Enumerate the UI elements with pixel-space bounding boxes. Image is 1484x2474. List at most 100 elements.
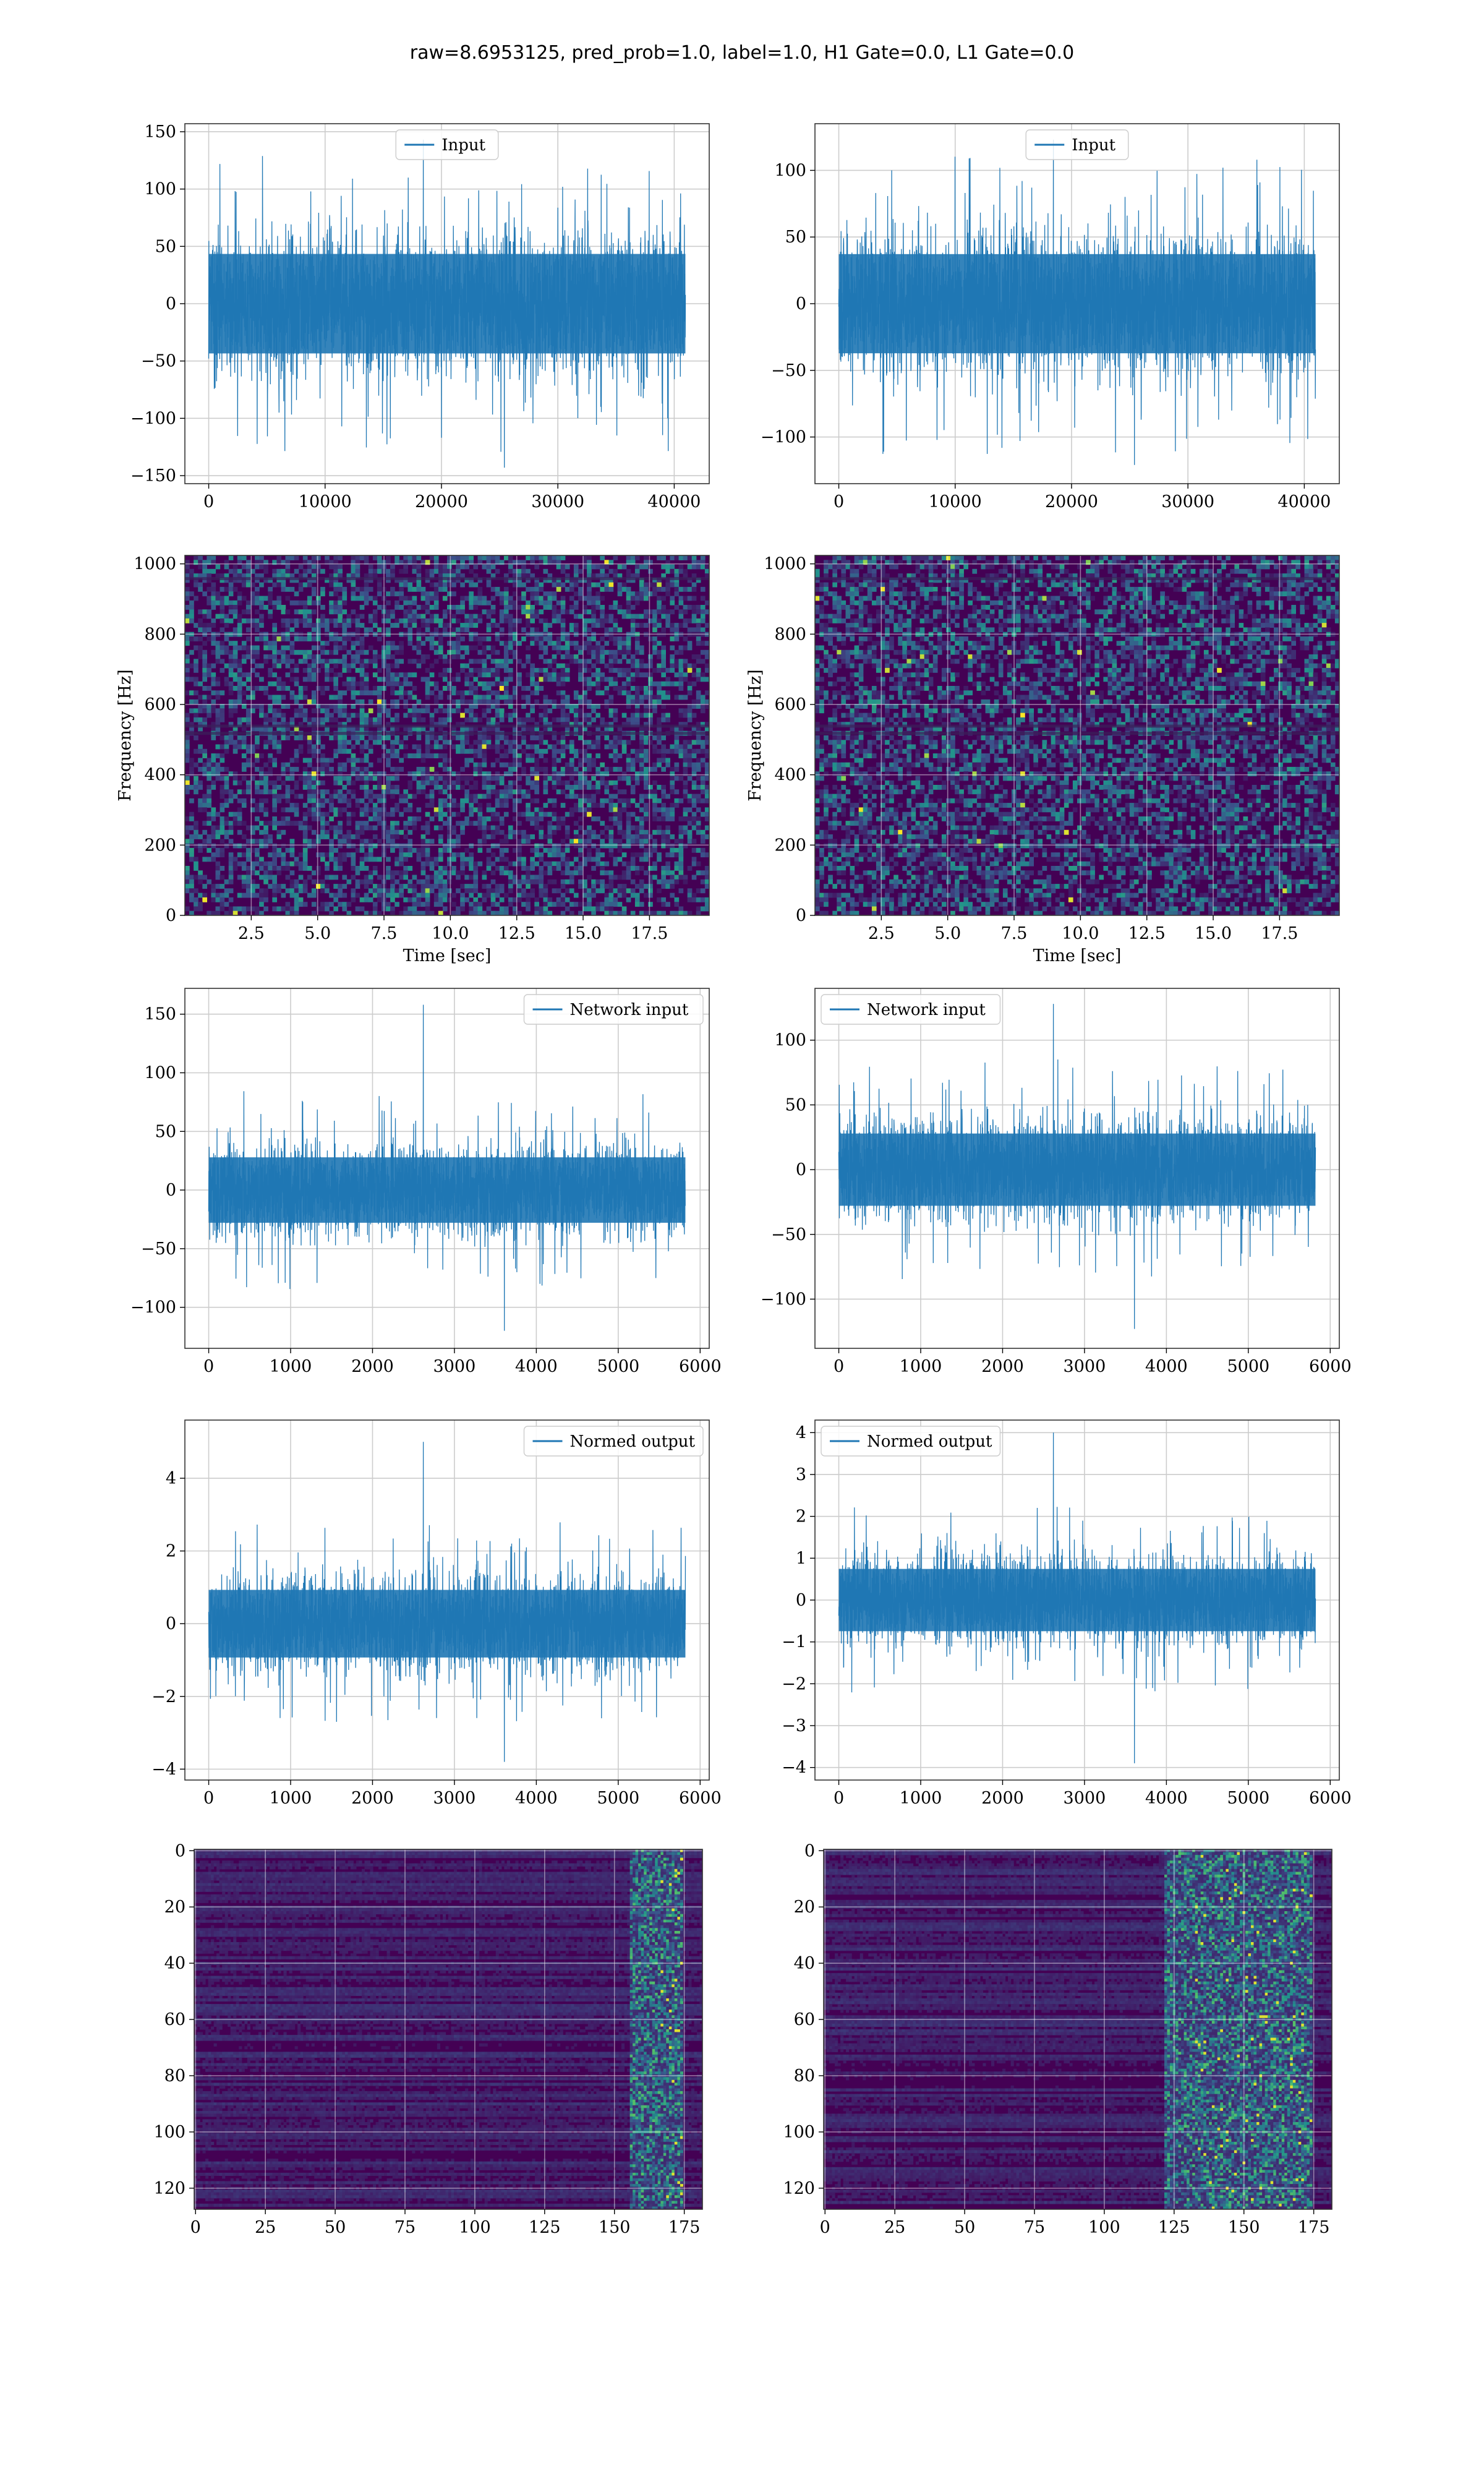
y-tick-label: −4 xyxy=(151,1760,176,1779)
y-tick-label: 4 xyxy=(796,1423,806,1442)
plot-area xyxy=(815,1420,1339,1780)
x-tick-label: 150 xyxy=(1228,2218,1260,2237)
y-tick-label: 600 xyxy=(774,695,806,714)
x-tick-label: 2000 xyxy=(981,1357,1024,1376)
x-tick-label: 3000 xyxy=(433,1789,476,1808)
y-tick-label: −2 xyxy=(151,1687,176,1706)
x-tick-label: 5000 xyxy=(597,1789,639,1808)
x-tick-label: 12.5 xyxy=(1128,924,1166,943)
axes-frame xyxy=(814,555,1340,916)
y-tick-label: 0 xyxy=(166,906,176,925)
y-tick-label: 50 xyxy=(785,1095,806,1115)
plot-area xyxy=(815,555,1339,915)
y-tick-label: −50 xyxy=(771,1225,806,1244)
y-tick-label: 0 xyxy=(796,1160,806,1179)
legend: Network input xyxy=(821,994,1001,1025)
x-tick-label: 125 xyxy=(1158,2218,1190,2237)
x-tick-label: 25 xyxy=(884,2218,905,2237)
x-tick-label: 12.5 xyxy=(498,924,535,943)
y-tick-label: 200 xyxy=(774,836,806,855)
y-tick-label: 20 xyxy=(794,1898,815,1917)
axes-frame xyxy=(184,1419,710,1781)
x-tick-label: 1000 xyxy=(900,1789,942,1808)
y-tick-label: 100 xyxy=(774,161,806,180)
y-tick-label: 4 xyxy=(166,1469,176,1488)
chart-netin-h1: 0 1000 2000 3000 4000 5000 6000 −100 −50 0 50 100 15… xyxy=(130,988,722,1376)
chart-feat-l1: 0 25 50 75 100 125 150 175 0 20 40 60 80 100 120 xyxy=(783,1841,1333,2237)
plot-area xyxy=(824,1849,1332,2209)
x-tick-label: 2.5 xyxy=(238,924,265,943)
x-tick-label: 10000 xyxy=(299,492,352,511)
plot-area xyxy=(815,988,1339,1348)
y-tick-label: −100 xyxy=(130,409,176,428)
x-tick-label: 0 xyxy=(834,1789,844,1808)
x-tick-label: 50 xyxy=(325,2218,346,2237)
y-tick-label: −100 xyxy=(761,428,806,447)
chart-input-l1: 0 10000 20000 30000 40000 −100 −50 0 50 100 Input xyxy=(761,123,1340,511)
series-band xyxy=(838,254,1316,354)
y-tick-label: −50 xyxy=(141,352,176,371)
x-tick-label: 20000 xyxy=(415,492,468,511)
x-tick-label: 30000 xyxy=(531,492,584,511)
x-tick-label: 150 xyxy=(599,2218,631,2237)
y-tick-label: −1 xyxy=(782,1633,806,1652)
chart-netin-l1: 0 1000 2000 3000 4000 5000 6000 −100 −50 0 50 100 Ne… xyxy=(761,988,1352,1376)
y-tick-label: −50 xyxy=(771,361,806,380)
y-tick-label: 1 xyxy=(796,1549,806,1568)
x-tick-label: 10000 xyxy=(929,492,982,511)
y-tick-label: 0 xyxy=(166,1181,176,1200)
x-tick-label: 2000 xyxy=(351,1357,394,1376)
y-tick-label: 800 xyxy=(774,625,806,644)
y-tick-label: 120 xyxy=(153,2179,186,2198)
y-tick-label: 120 xyxy=(783,2179,815,2198)
x-tick-label: 15.0 xyxy=(565,924,602,943)
x-tick-label: 5000 xyxy=(1227,1357,1269,1376)
x-tick-label: 6000 xyxy=(1309,1789,1352,1808)
x-tick-label: 6000 xyxy=(1309,1357,1352,1376)
x-tick-label: 4000 xyxy=(1145,1357,1188,1376)
y-tick-label: −100 xyxy=(761,1290,806,1309)
x-tick-label: 10.0 xyxy=(1062,924,1099,943)
x-tick-label: 5.0 xyxy=(934,924,961,943)
x-tick-label: 4000 xyxy=(1145,1789,1188,1808)
axes-frame xyxy=(184,555,710,916)
x-tick-label: 0 xyxy=(834,1357,844,1376)
axes-frame xyxy=(814,988,1340,1349)
plot-area xyxy=(185,988,709,1348)
x-axis-label: Time [sec] xyxy=(1033,946,1122,965)
chart-normed-l1: 0 1000 2000 3000 4000 5000 6000 −4 −3 −2 −1 0 1 2 3 4 No… xyxy=(782,1419,1352,1808)
y-tick-label: 2 xyxy=(166,1542,176,1561)
legend: Normed output xyxy=(821,1426,1001,1457)
x-tick-label: 0 xyxy=(203,1789,214,1808)
y-tick-label: 0 xyxy=(796,1591,806,1610)
x-tick-label: 20000 xyxy=(1045,492,1098,511)
x-tick-label: 3000 xyxy=(1064,1789,1106,1808)
y-tick-label: −2 xyxy=(782,1674,806,1693)
x-axis-label: Time [sec] xyxy=(403,946,492,965)
x-tick-label: 125 xyxy=(529,2218,561,2237)
x-tick-label: 175 xyxy=(668,2218,701,2237)
y-tick-label: 60 xyxy=(794,2010,815,2029)
x-tick-label: 75 xyxy=(394,2218,416,2237)
x-tick-label: 0 xyxy=(203,492,214,511)
y-tick-label: 0 xyxy=(796,906,806,925)
x-tick-label: 0 xyxy=(820,2218,830,2237)
y-tick-label: −3 xyxy=(782,1716,806,1736)
axes-frame xyxy=(194,1849,703,2210)
legend-label: Normed output xyxy=(570,1432,696,1451)
legend: Input xyxy=(395,129,499,160)
x-tick-label: 5000 xyxy=(1227,1789,1269,1808)
y-tick-label: 40 xyxy=(164,1954,186,1973)
y-tick-label: 100 xyxy=(153,2123,186,2142)
x-tick-label: 50 xyxy=(954,2218,975,2237)
chart-spec-l1: 2.5 5.0 7.5 10.0 12.5 15.0 17.5 0 200 400 600 800 10… xyxy=(746,555,1340,965)
y-tick-label: 2 xyxy=(796,1507,806,1526)
y-tick-label: 50 xyxy=(155,1122,176,1141)
x-tick-label: 4000 xyxy=(515,1789,558,1808)
legend-label: Network input xyxy=(867,1001,986,1019)
y-tick-label: 40 xyxy=(794,1954,815,1973)
y-tick-label: 800 xyxy=(144,625,176,644)
y-tick-label: 0 xyxy=(175,1841,186,1860)
x-tick-label: 0 xyxy=(834,492,844,511)
plot-area xyxy=(185,555,709,915)
